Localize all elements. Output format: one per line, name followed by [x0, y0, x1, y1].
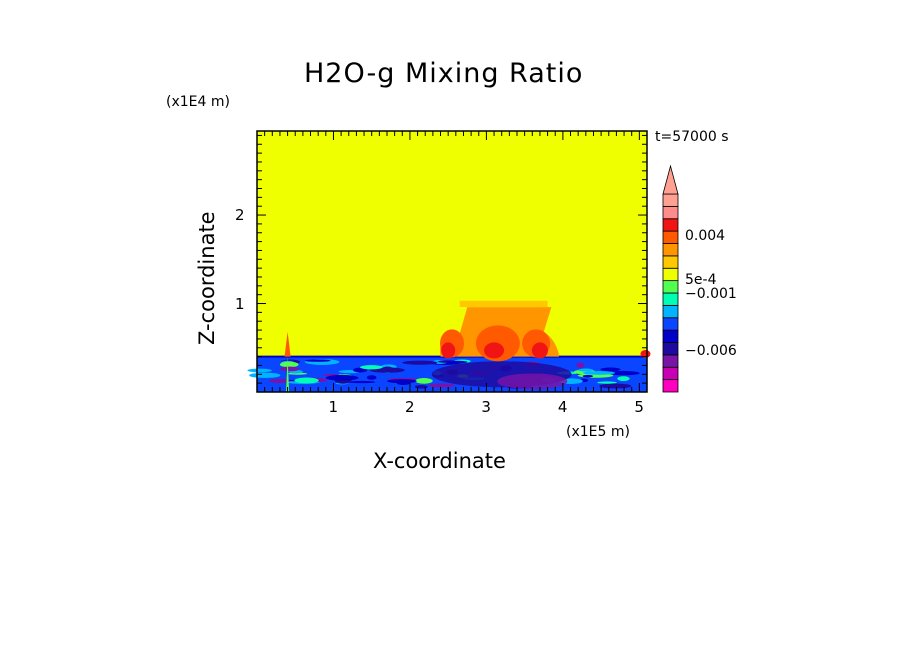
colorbar-segment [662, 280, 679, 294]
y-tick-label: 2 [235, 206, 245, 225]
turbulence-streak [617, 376, 630, 382]
turbulence-streak [446, 360, 468, 364]
turbulence-streak [599, 383, 632, 389]
turbulence-streak [305, 359, 331, 362]
chart-title: H2O-g Mixing Ratio [304, 58, 584, 89]
x-axis-exponent: (x1E5 m) [566, 424, 630, 440]
colorbar-segment [662, 243, 679, 257]
turbulence-streak [359, 365, 383, 370]
turbulence-streak [279, 366, 300, 372]
turbulence-streak [582, 374, 594, 378]
cloud-core [441, 342, 456, 359]
x-tick-label: 3 [481, 398, 491, 416]
turbulence-streak [597, 381, 617, 384]
turbulence-streak [600, 367, 621, 372]
colorbar-segment [662, 267, 679, 282]
x-tick-label: 5 [634, 398, 644, 416]
turbulence-streak [247, 368, 272, 373]
spike-stem [286, 356, 290, 392]
edge-patch [640, 349, 651, 358]
colorbar-label: 0.004 [685, 228, 726, 245]
colorbar-segment [662, 255, 679, 269]
turbulence-streak [414, 384, 429, 389]
cloud-core [531, 342, 548, 359]
colorbar-segment [662, 304, 679, 319]
x-tick-label: 1 [328, 398, 339, 416]
axis-ticks [257, 131, 647, 392]
colorbar-segment [662, 354, 679, 368]
turbulence-streak [415, 377, 433, 384]
turbulence-streak [576, 362, 585, 368]
colorbar-segment [662, 329, 679, 343]
turbulence-streak [349, 380, 376, 384]
turbulence-streak [249, 372, 281, 379]
colorbar-label: 5e-4 [685, 271, 717, 288]
turbulence-streak [294, 377, 319, 384]
x-axis-label: X-coordinate [373, 449, 506, 473]
turbulence-streak [269, 378, 290, 384]
turbulence-streak [366, 375, 377, 380]
cloud-top [459, 300, 548, 308]
colorbar-segment [662, 193, 679, 207]
colorbar-segment [662, 218, 679, 232]
turbulence-streak [279, 361, 299, 368]
y-axis-exponent: (x1E4 m) [166, 94, 230, 110]
cloud-core [484, 342, 505, 359]
turbulence-streak [402, 360, 438, 365]
colorbar-segment [662, 379, 679, 393]
colorbar-segment [662, 292, 679, 306]
x-tick-label: 2 [404, 398, 415, 416]
turbulence-streak [578, 368, 594, 372]
time-stamp: t=57000 s [655, 129, 729, 145]
colorbar-label: −0.006 [685, 343, 737, 360]
boundary-core [497, 373, 568, 390]
colorbar-segment [662, 317, 679, 331]
colorbar [662, 164, 679, 393]
x-tick-label: 4 [557, 398, 568, 416]
turbulence-streak [396, 381, 410, 386]
turbulence-streak [386, 379, 417, 384]
colorbar-segment [662, 205, 679, 220]
colorbar-segment [662, 342, 679, 356]
colorbar-label: −0.001 [685, 286, 737, 303]
y-tick-label: 1 [235, 294, 245, 313]
turbulence-streak [428, 383, 456, 388]
turbulence-streak [325, 374, 359, 381]
plot-frame [256, 130, 648, 393]
spike [284, 331, 291, 357]
turbulence-streak [582, 371, 616, 375]
colorbar-segment [662, 230, 679, 244]
colorbar-segment [662, 366, 679, 381]
contour-field [247, 131, 651, 392]
colorbar-extend-arrow [662, 164, 679, 195]
turbulence-streak [607, 370, 640, 376]
